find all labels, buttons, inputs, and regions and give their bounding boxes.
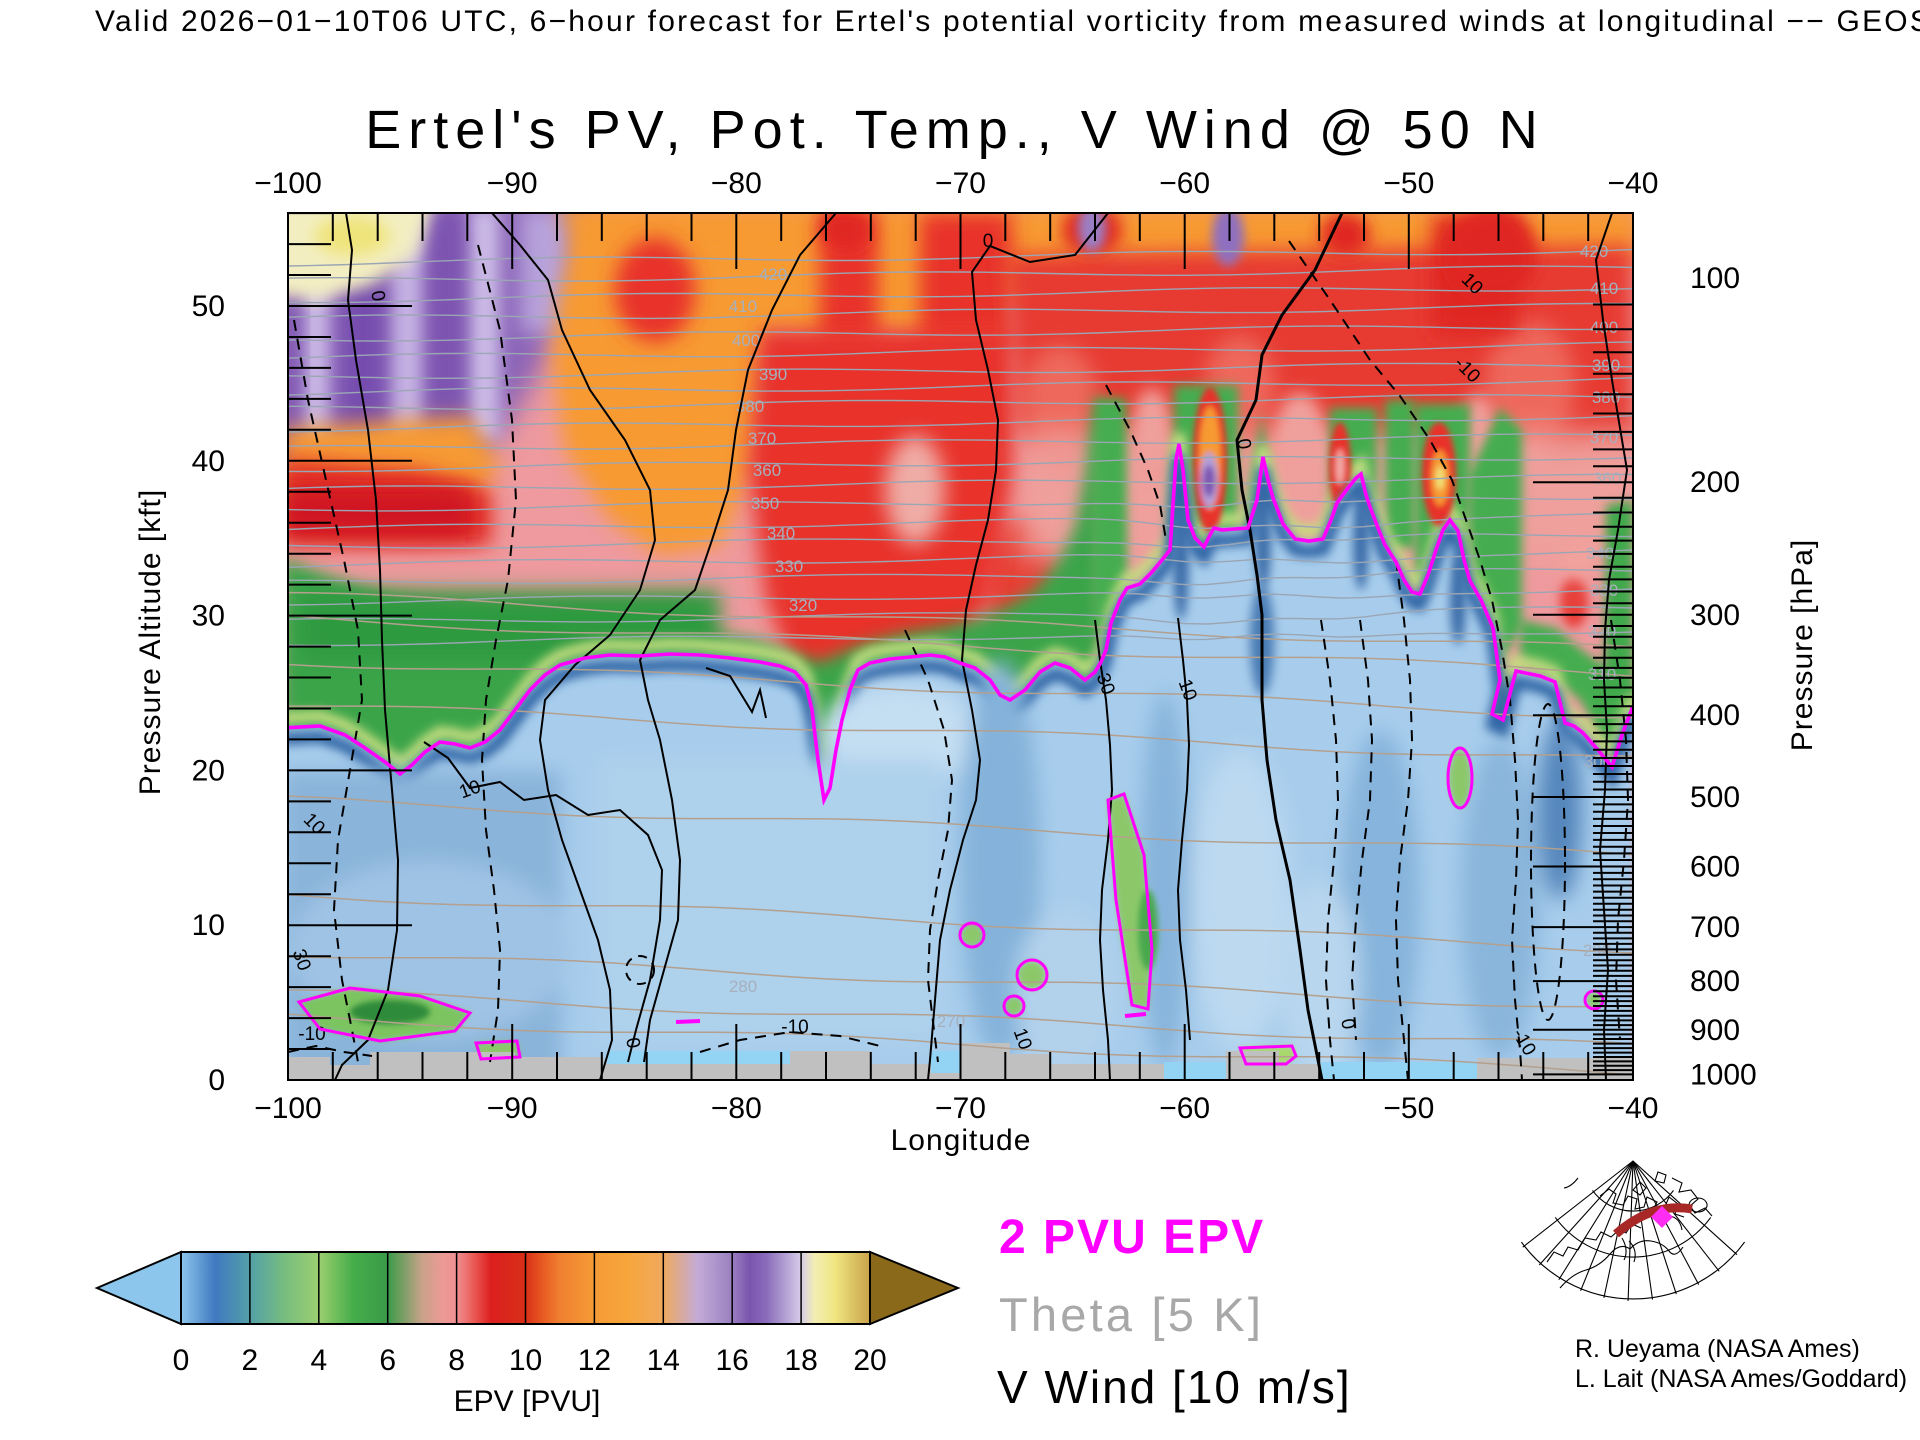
svg-text:−50: −50 xyxy=(1383,167,1434,200)
svg-text:410: 410 xyxy=(1590,279,1618,298)
svg-text:4: 4 xyxy=(310,1344,327,1377)
svg-text:V Wind [10 m/s]: V Wind [10 m/s] xyxy=(997,1361,1352,1413)
svg-text:12: 12 xyxy=(578,1344,611,1377)
svg-text:800: 800 xyxy=(1690,965,1740,998)
svg-text:10: 10 xyxy=(509,1344,542,1377)
svg-text:Longitude: Longitude xyxy=(891,1124,1032,1157)
svg-text:−90: −90 xyxy=(487,1092,538,1125)
svg-text:320: 320 xyxy=(789,596,817,615)
svg-text:−50: −50 xyxy=(1383,1092,1434,1125)
svg-text:0: 0 xyxy=(366,289,389,303)
svg-text:6: 6 xyxy=(379,1344,396,1377)
svg-text:390: 390 xyxy=(1592,356,1620,375)
svg-text:1000: 1000 xyxy=(1690,1058,1757,1091)
svg-text:0: 0 xyxy=(983,231,994,252)
svg-text:420: 420 xyxy=(759,265,787,284)
svg-text:2 PVU EPV: 2 PVU EPV xyxy=(999,1211,1265,1264)
svg-text:−60: −60 xyxy=(1159,167,1210,200)
svg-text:Theta [5 K]: Theta [5 K] xyxy=(999,1288,1264,1341)
svg-text:−90: −90 xyxy=(487,167,538,200)
svg-text:−40: −40 xyxy=(1608,167,1659,200)
svg-text:Valid 2026−01−10T06 UTC, 6−hou: Valid 2026−01−10T06 UTC, 6−hour forecast… xyxy=(95,5,1920,38)
svg-text:900: 900 xyxy=(1690,1014,1740,1047)
svg-text:−80: −80 xyxy=(711,1092,762,1125)
svg-text:Pressure Altitude [kft]: Pressure Altitude [kft] xyxy=(134,489,167,795)
svg-text:50: 50 xyxy=(192,290,225,323)
svg-text:40: 40 xyxy=(192,445,225,478)
svg-text:300: 300 xyxy=(1690,599,1740,632)
svg-text:20: 20 xyxy=(192,754,225,787)
svg-text:−70: −70 xyxy=(935,1092,986,1125)
svg-text:14: 14 xyxy=(647,1344,680,1377)
svg-text:EPV [PVU]: EPV [PVU] xyxy=(454,1385,601,1418)
svg-text:600: 600 xyxy=(1690,850,1740,883)
svg-text:330: 330 xyxy=(775,557,803,576)
svg-text:280: 280 xyxy=(729,977,757,996)
svg-text:0: 0 xyxy=(1336,1017,1359,1031)
svg-text:390: 390 xyxy=(759,365,787,384)
svg-text:0: 0 xyxy=(1232,437,1255,451)
svg-text:270: 270 xyxy=(937,1012,965,1031)
svg-text:L. Lait (NASA Ames/Goddard): L. Lait (NASA Ames/Goddard) xyxy=(1575,1365,1907,1393)
svg-text:-10: -10 xyxy=(298,1024,325,1045)
svg-text:340: 340 xyxy=(767,524,795,543)
svg-text:−80: −80 xyxy=(711,167,762,200)
svg-text:200: 200 xyxy=(1690,466,1740,499)
svg-text:100: 100 xyxy=(1690,262,1740,295)
svg-text:-10: -10 xyxy=(781,1017,808,1038)
svg-text:R. Ueyama (NASA Ames): R. Ueyama (NASA Ames) xyxy=(1575,1335,1860,1363)
svg-text:400: 400 xyxy=(1690,699,1740,732)
svg-text:0: 0 xyxy=(621,1036,644,1050)
svg-text:370: 370 xyxy=(748,429,776,448)
svg-text:310: 310 xyxy=(1588,665,1616,684)
svg-text:400: 400 xyxy=(732,331,760,350)
svg-text:370: 370 xyxy=(1590,428,1618,447)
svg-text:30: 30 xyxy=(192,600,225,633)
svg-text:420: 420 xyxy=(1580,242,1608,261)
svg-text:2: 2 xyxy=(242,1344,259,1377)
svg-text:350: 350 xyxy=(751,494,779,513)
svg-text:700: 700 xyxy=(1690,911,1740,944)
svg-text:10: 10 xyxy=(192,909,225,942)
svg-text:Ertel's PV, Pot. Temp., V Wind: Ertel's PV, Pot. Temp., V Wind @ 50 N xyxy=(365,100,1545,160)
svg-text:−40: −40 xyxy=(1608,1092,1659,1125)
svg-text:−60: −60 xyxy=(1159,1092,1210,1125)
svg-text:0: 0 xyxy=(208,1064,225,1097)
svg-text:380: 380 xyxy=(1592,388,1620,407)
svg-text:0: 0 xyxy=(173,1344,190,1377)
svg-text:−70: −70 xyxy=(935,167,986,200)
svg-text:−100: −100 xyxy=(254,1092,322,1125)
svg-text:8: 8 xyxy=(448,1344,465,1377)
svg-text:18: 18 xyxy=(784,1344,817,1377)
svg-text:Pressure [hPa]: Pressure [hPa] xyxy=(1786,539,1819,751)
svg-text:500: 500 xyxy=(1690,781,1740,814)
svg-text:360: 360 xyxy=(753,461,781,480)
svg-text:410: 410 xyxy=(729,297,757,316)
svg-text:−100: −100 xyxy=(254,167,322,200)
svg-text:20: 20 xyxy=(853,1344,886,1377)
svg-text:360: 360 xyxy=(1593,469,1621,488)
svg-text:16: 16 xyxy=(716,1344,749,1377)
svg-text:380: 380 xyxy=(736,397,764,416)
